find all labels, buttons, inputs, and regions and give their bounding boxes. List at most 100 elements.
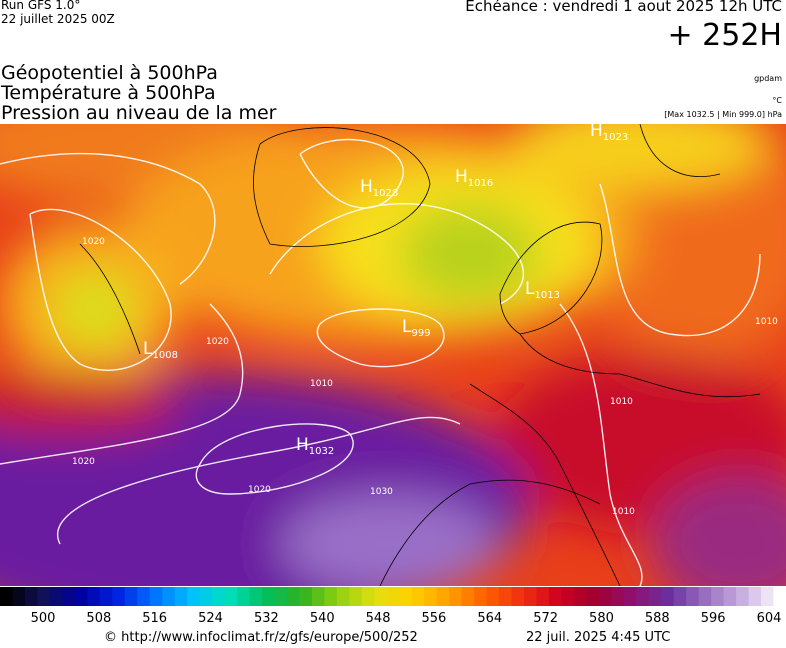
footer-url: © http://www.infoclimat.fr/z/gfs/europe/…: [104, 630, 418, 645]
colorbar-swatch: [399, 587, 413, 606]
isobar-label: 1020: [82, 237, 105, 247]
colorbar-swatch: [286, 587, 300, 606]
center-letter: H: [455, 167, 468, 187]
colorbar-swatch: [748, 587, 762, 606]
colorbar-swatch: [386, 587, 400, 606]
isobar-label: 1020: [206, 337, 229, 347]
legend-line: Géopotentiel à 500hPa: [1, 62, 218, 84]
pressure-center: H1016: [455, 167, 493, 189]
colorbar-swatch: [536, 587, 550, 606]
colorbar-swatch: [586, 587, 600, 606]
unit: °C: [772, 96, 782, 105]
center-value: 1023: [603, 132, 628, 143]
unit: gpdam: [754, 74, 782, 83]
colorbar-swatch: [698, 587, 712, 606]
center-letter: H: [360, 177, 373, 197]
colorbar-swatch: [349, 587, 363, 606]
colorbar-swatch: [99, 587, 113, 606]
colorbar-swatch: [636, 587, 650, 606]
colorbar-swatch: [611, 587, 625, 606]
colorbar-swatch: [311, 587, 325, 606]
center-value: 1028: [373, 188, 398, 199]
legend-line: Température à 500hPa: [1, 82, 216, 104]
colorbar-swatch: [87, 587, 101, 606]
colorbar-label: 540: [310, 611, 335, 626]
colorbar-swatch: [723, 587, 737, 606]
colorbar-label: 524: [198, 611, 223, 626]
colorbar-swatch: [299, 587, 313, 606]
center-value: 1016: [468, 178, 493, 189]
center-value: 1032: [309, 446, 334, 457]
coastlines: [79, 124, 761, 586]
footer-time: 22 juil. 2025 4:45 UTC: [526, 630, 671, 645]
colorbar-swatch: [62, 587, 76, 606]
colorbar-swatch: [548, 587, 562, 606]
colorbar-swatch: [598, 587, 612, 606]
colorbar-swatch: [648, 587, 662, 606]
colorbar-swatch: [436, 587, 450, 606]
center-value: 1013: [534, 290, 559, 301]
colorbar-swatch: [686, 587, 700, 606]
field: [0, 124, 786, 586]
colorbar-swatch: [187, 587, 201, 606]
colorbar-swatch: [37, 587, 51, 606]
colorbar-swatch: [561, 587, 575, 606]
colorbar-swatch: [262, 587, 275, 606]
colorbar-swatch: [773, 587, 786, 606]
colorbar-swatch: [623, 587, 637, 606]
isobar-label: 1010: [610, 397, 633, 407]
pressure-center: H1032: [296, 435, 334, 457]
center-letter: L: [143, 339, 153, 359]
lead-time: + 252H: [667, 18, 783, 53]
colorbar-swatch: [711, 587, 725, 606]
colorbar-swatch: [461, 587, 475, 606]
isobar-label: 1010: [755, 317, 778, 327]
colorbar-swatch: [149, 587, 163, 606]
colorbar-swatch: [174, 587, 188, 606]
colorbar-swatch: [124, 587, 138, 606]
colorbar-label: 508: [86, 611, 111, 626]
legend-line: Pression au niveau de la mer: [1, 102, 277, 124]
colorbar-swatch: [661, 587, 675, 606]
colorbar-swatch: [336, 587, 350, 606]
colorbar-label: 500: [31, 611, 56, 626]
colorbar-label: 564: [477, 611, 502, 626]
center-letter: H: [296, 435, 309, 455]
colorbar-swatch: [486, 587, 500, 606]
colorbar-label: 588: [645, 611, 670, 626]
colorbar-swatch: [324, 587, 338, 606]
center-value: 999: [411, 328, 430, 339]
colorbar-swatch: [673, 587, 687, 606]
colorbar-swatch: [212, 587, 226, 606]
colorbar-swatch: [49, 587, 63, 606]
run-date: 22 juillet 2025 00Z: [1, 12, 115, 26]
colorbar-swatch: [24, 587, 38, 606]
center-letter: H: [590, 124, 603, 141]
colorbar-swatch: [224, 587, 238, 606]
run: Run GFS 1.0°: [1, 0, 81, 12]
colorbar-swatch: [199, 587, 213, 606]
colorbar-label: 572: [533, 611, 558, 626]
colorbar-swatch: [0, 587, 13, 606]
colorbar-swatch: [499, 587, 513, 606]
colorbar-swatch: [237, 587, 251, 606]
pressure-center: H1023: [590, 124, 628, 143]
isobar-label: 1020: [248, 485, 271, 495]
colorbar-swatch: [137, 587, 151, 606]
colorbar-swatch: [736, 587, 750, 606]
colorbar-swatch: [449, 587, 463, 606]
colorbar: 500 508 516 524 532 540 548 556 564 572 580 588 596 6…: [0, 587, 786, 626]
colorbar-label: 532: [254, 611, 279, 626]
colorbar-label: 556: [422, 611, 447, 626]
map: H1028H1016H1023L999L1008L1013H1032102010…: [0, 124, 786, 586]
colorbar-swatch: [361, 587, 375, 606]
pressure-center: H1028: [360, 177, 398, 199]
colorbar-swatch: [12, 587, 26, 606]
valid-time: Echéance : vendredi 1 aout 2025 12h UTC: [465, 0, 782, 15]
isobar-label: 1010: [612, 507, 635, 517]
colorbar-label: 596: [701, 611, 726, 626]
colorbar-swatch: [573, 587, 587, 606]
pressure-center: L1013: [525, 279, 560, 301]
colorbar-label: 516: [142, 611, 167, 626]
